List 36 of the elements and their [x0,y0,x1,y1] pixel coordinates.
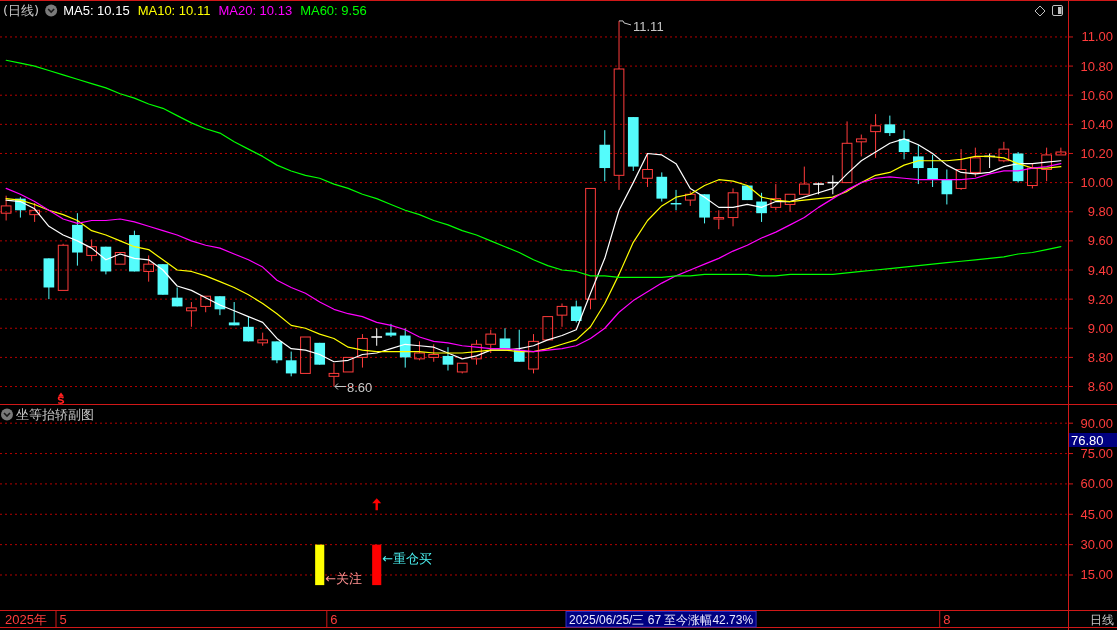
y-tick-label: 10.00 [1080,175,1113,191]
annotation-text: 2025/06/25/三 67 至今涨幅42.73% [569,612,754,627]
annotation-text: 76.80 [1071,433,1104,448]
y-tick-label: 10.20 [1080,146,1113,161]
y-tick-label: 90.00 [1080,415,1113,431]
title: 坐等抬轿副图 [16,407,94,422]
y-tick-label: 11.00 [1081,29,1113,45]
y-tick-label: 9.60 [1087,233,1113,249]
y-tick-label: 10.40 [1080,116,1113,132]
x-tick-label: 8 [943,611,951,627]
legend-item: MA20: 10.13 [218,3,293,18]
y-tick-label: 8.80 [1087,349,1113,365]
y-tick-label: 9.80 [1087,204,1113,220]
y-tick-label: 10.80 [1080,58,1113,74]
series-label: ←关注 [325,571,363,587]
y-tick-label: 60.00 [1080,476,1113,492]
annotation-text: 8.60 [346,379,373,395]
y-tick-label: 9.20 [1087,291,1113,307]
legend-item: MA10: 10.11 [137,3,211,18]
y-tick-label: 9.00 [1087,320,1113,336]
annotation-text: 11.11 [633,18,664,34]
title: (日线) [3,3,40,18]
y-tick-label: 15.00 [1080,567,1113,583]
y-tick-label: 30.00 [1080,537,1113,553]
y-tick-label: 10.60 [1080,87,1113,103]
x-tick-label: 6 [330,611,338,627]
x-tick-label: 5 [59,611,67,627]
annotation-text: 日线 [1090,613,1114,627]
legend-item: MA5: 10.15 [63,3,130,18]
y-tick-label: 9.40 [1087,262,1113,278]
y-tick-label: 8.60 [1087,379,1113,394]
legend-item: MA60: 9.56 [300,3,367,18]
series-label: ←重仓买 [382,550,433,566]
y-tick-label: 75.00 [1080,446,1113,462]
annotation-text: 2025年 [5,611,47,627]
y-tick-label: 45.00 [1080,506,1113,522]
